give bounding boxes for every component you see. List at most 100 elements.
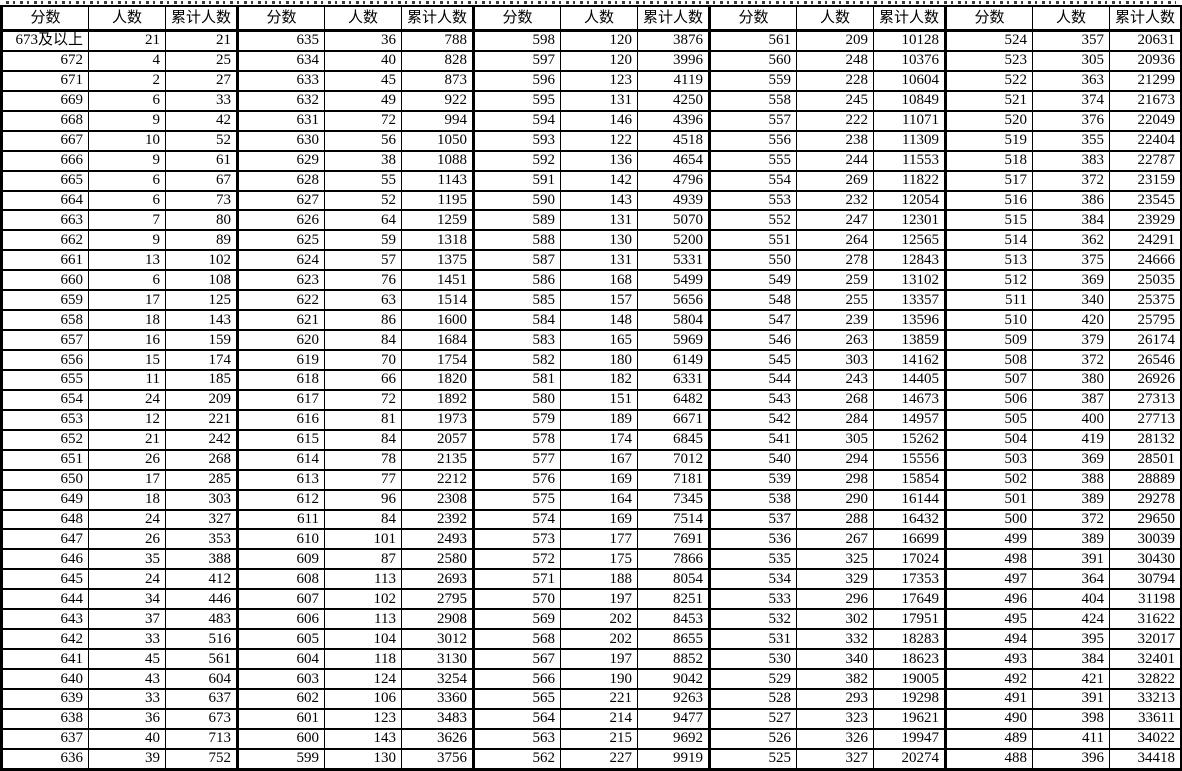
score-cell: 583 — [472, 329, 561, 352]
count-cell: 24 — [88, 508, 166, 531]
count-cell: 35 — [88, 548, 166, 571]
count-cell: 375 — [1032, 249, 1110, 272]
score-cell: 578 — [472, 428, 561, 451]
score-cell: 613 — [236, 468, 325, 491]
count-cell: 188 — [560, 568, 638, 591]
count-cell: 77 — [324, 468, 402, 491]
score-cell: 591 — [472, 169, 561, 192]
score-cell: 550 — [708, 249, 797, 272]
score-cell: 534 — [708, 568, 797, 591]
table-row: 672 4 25 634 40 828 597 120 3996 560 248 10376 523 30… — [0, 49, 1182, 72]
count-cell: 298 — [796, 468, 874, 491]
count-cell: 102 — [324, 588, 402, 611]
clipped-title-fragments — [6, 1, 1176, 4]
score-cell: 661 — [0, 249, 89, 272]
cumulative-cell: 673 — [165, 707, 239, 730]
table-row: 668 9 42 631 72 994 594 146 4396 557 222 11071 520 37… — [0, 109, 1182, 132]
count-cell: 421 — [1032, 668, 1110, 690]
cumulative-cell: 9477 — [637, 707, 711, 730]
count-cell: 384 — [1032, 209, 1110, 232]
score-cell: 657 — [0, 329, 89, 352]
score-cell: 528 — [708, 687, 797, 710]
score-cell: 662 — [0, 229, 89, 252]
count-cell: 33 — [88, 628, 166, 651]
cumulative-cell: 13859 — [873, 329, 947, 352]
count-cell: 168 — [560, 269, 638, 292]
cumulative-cell: 67 — [165, 169, 239, 192]
count-cell: 419 — [1032, 428, 1110, 451]
score-cell: 561 — [708, 29, 797, 52]
count-cell: 259 — [796, 269, 874, 292]
cumulative-cell: 14162 — [873, 349, 947, 371]
cumulative-cell: 1143 — [401, 169, 475, 192]
cumulative-cell: 2908 — [401, 608, 475, 631]
score-cell: 565 — [472, 687, 561, 710]
cumulative-cell: 2693 — [401, 568, 475, 591]
header-count: 人数 — [796, 5, 874, 32]
count-cell: 12 — [88, 408, 166, 431]
cumulative-cell: 353 — [165, 528, 239, 551]
score-cell: 535 — [708, 548, 797, 571]
score-cell: 593 — [472, 129, 561, 152]
cumulative-cell: 3996 — [637, 49, 711, 72]
score-cell: 673及以上 — [0, 29, 89, 52]
count-cell: 66 — [324, 368, 402, 391]
cumulative-cell: 873 — [401, 69, 475, 92]
score-cell: 504 — [944, 428, 1033, 451]
score-cell: 634 — [236, 49, 325, 72]
score-cell: 624 — [236, 249, 325, 272]
cumulative-cell: 52 — [165, 129, 239, 152]
count-cell: 52 — [324, 189, 402, 212]
score-cell: 664 — [0, 189, 89, 212]
count-cell: 382 — [796, 668, 874, 690]
count-cell: 39 — [88, 747, 166, 771]
header-cumulative: 累计人数 — [873, 5, 947, 32]
score-cell: 533 — [708, 588, 797, 611]
count-cell: 106 — [324, 687, 402, 710]
cumulative-cell: 388 — [165, 548, 239, 571]
count-cell: 379 — [1032, 329, 1110, 352]
cumulative-cell: 14957 — [873, 408, 947, 431]
count-cell: 45 — [88, 648, 166, 671]
cumulative-cell: 2057 — [401, 428, 475, 451]
cumulative-cell: 28889 — [1109, 468, 1182, 491]
count-cell: 146 — [560, 109, 638, 132]
cumulative-cell: 4396 — [637, 109, 711, 132]
score-cell: 603 — [236, 668, 325, 690]
count-cell: 122 — [560, 129, 638, 152]
count-cell: 17 — [88, 468, 166, 491]
count-cell: 33 — [88, 687, 166, 710]
score-cell: 666 — [0, 149, 89, 172]
score-cell: 631 — [236, 109, 325, 132]
score-cell: 537 — [708, 508, 797, 531]
score-cell: 516 — [944, 189, 1033, 212]
cumulative-cell: 27 — [165, 69, 239, 92]
cumulative-cell: 34022 — [1109, 727, 1182, 750]
count-cell: 386 — [1032, 189, 1110, 212]
cumulative-cell: 5804 — [637, 309, 711, 332]
score-cell: 649 — [0, 488, 89, 511]
score-cell: 656 — [0, 349, 89, 371]
count-cell: 255 — [796, 289, 874, 312]
cumulative-cell: 1259 — [401, 209, 475, 232]
cumulative-cell: 7181 — [637, 468, 711, 491]
table-row: 650 17 285 613 77 2212 576 169 7181 539 298 15854 50… — [0, 468, 1182, 491]
cumulative-cell: 516 — [165, 628, 239, 651]
count-cell: 76 — [324, 269, 402, 292]
score-cell: 512 — [944, 269, 1033, 292]
score-cell: 523 — [944, 49, 1033, 72]
cumulative-cell: 11822 — [873, 169, 947, 192]
score-cell: 567 — [472, 648, 561, 671]
cumulative-cell: 5200 — [637, 229, 711, 252]
cumulative-cell: 4796 — [637, 169, 711, 192]
cumulative-cell: 2493 — [401, 528, 475, 551]
score-cell: 599 — [236, 747, 325, 771]
cumulative-cell: 1088 — [401, 149, 475, 172]
cumulative-cell: 27713 — [1109, 408, 1182, 431]
score-cell: 544 — [708, 368, 797, 391]
count-cell: 2 — [88, 69, 166, 92]
cumulative-cell: 1892 — [401, 388, 475, 411]
cumulative-cell: 14405 — [873, 368, 947, 391]
score-cell: 640 — [0, 668, 89, 690]
score-cell: 531 — [708, 628, 797, 651]
